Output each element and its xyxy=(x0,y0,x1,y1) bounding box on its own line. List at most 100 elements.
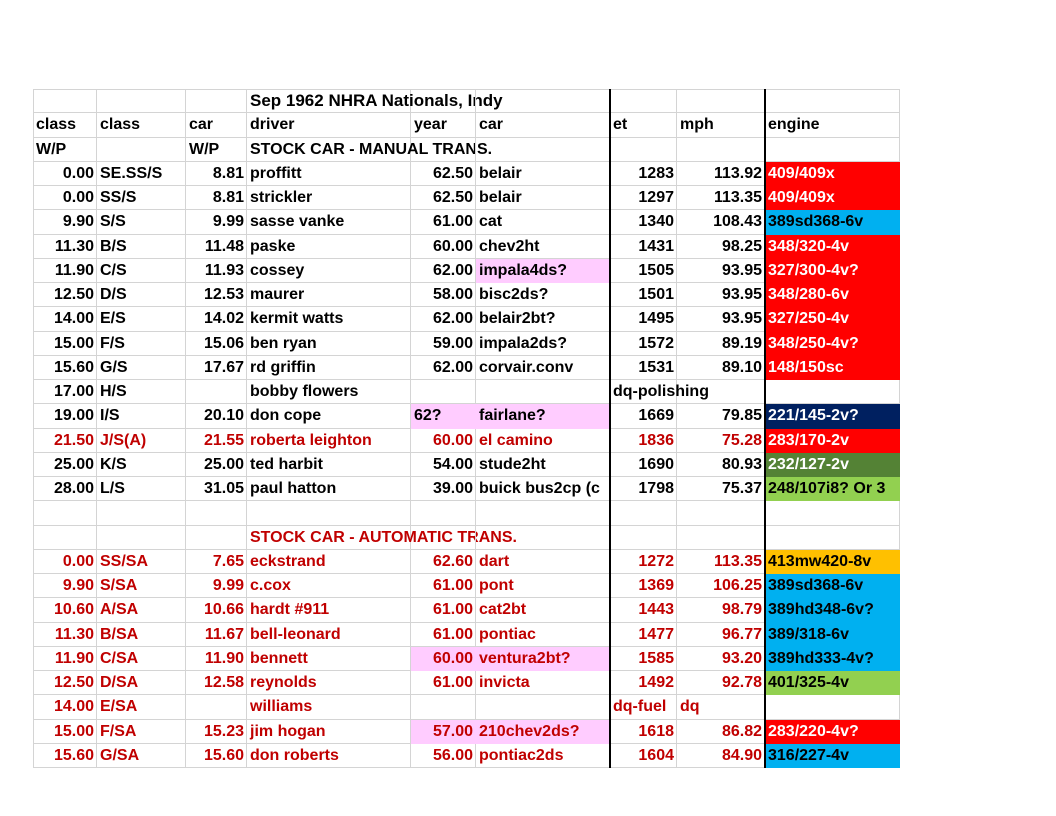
cell-text: 389hd333-4v? xyxy=(765,646,900,671)
grid-cell xyxy=(33,355,97,380)
grid-cell xyxy=(411,743,476,768)
cell-text: H/S xyxy=(100,383,127,400)
cell-text: 1501 xyxy=(638,286,674,303)
grid-cell xyxy=(186,137,247,162)
cell-text: 11.90 xyxy=(54,261,94,279)
cell-text: 12.50 xyxy=(53,286,94,303)
grid-cell xyxy=(33,428,97,453)
grid-cell xyxy=(247,428,411,453)
cell-text: 20.10 xyxy=(203,407,244,425)
cell-text: 62.00 xyxy=(432,261,473,279)
grid-cell xyxy=(476,89,610,114)
grid-cell xyxy=(33,719,97,744)
cell-text: proffitt xyxy=(250,164,302,182)
grid-cell xyxy=(476,380,610,405)
grid-cell xyxy=(247,671,411,696)
grid-cell xyxy=(677,501,765,526)
grid-cell xyxy=(186,380,247,405)
cell-text: 1477 xyxy=(638,625,674,643)
cell-text: 1443 xyxy=(638,601,674,619)
cell-text: 113.35 xyxy=(713,552,762,570)
cell-text: 21.55 xyxy=(203,431,244,449)
cell-text: bell-leonard xyxy=(250,625,341,643)
grid-cell xyxy=(97,161,186,186)
grid-cell xyxy=(97,234,186,259)
grid-cell xyxy=(97,598,186,623)
cell-text: 1297 xyxy=(638,189,674,206)
cell-text: 80.93 xyxy=(721,455,762,473)
cell-text: STOCK CAR - MANUAL TRANS. xyxy=(250,140,493,158)
cell-text: year xyxy=(414,116,447,134)
grid-cell xyxy=(97,137,186,162)
grid-cell xyxy=(610,549,677,574)
grid-cell xyxy=(610,89,677,114)
cell-text: 17.67 xyxy=(203,358,244,376)
grid-cell xyxy=(610,501,677,526)
cell-text: 1531 xyxy=(638,358,674,376)
grid-cell xyxy=(610,598,677,623)
grid-cell xyxy=(411,161,476,186)
cell-text: rd griffin xyxy=(250,358,316,376)
grid-cell xyxy=(186,283,247,308)
cell-text: 15.00 xyxy=(53,334,94,352)
cell-text: 106.25 xyxy=(713,577,762,594)
grid-cell xyxy=(247,186,411,211)
cell-text: 15.60 xyxy=(53,746,94,764)
cell-text: G/S xyxy=(100,358,128,376)
cell-text: 327/300-4v? xyxy=(765,258,900,283)
cell-text: bobby flowers xyxy=(250,383,359,400)
grid-cell xyxy=(677,89,765,114)
cell-text: corvair.conv xyxy=(479,358,574,376)
grid-cell xyxy=(33,477,97,502)
cell-text: 98.25 xyxy=(721,237,762,255)
cell-text: belair xyxy=(479,164,522,182)
cell-text: 389/318-6v xyxy=(765,622,900,647)
grid-cell xyxy=(247,137,411,162)
cell-text: 9.90 xyxy=(62,577,94,594)
cell-text: 21.50 xyxy=(53,431,94,449)
cell-text: L/S xyxy=(100,480,125,497)
grid-cell xyxy=(186,598,247,623)
cell-text: driver xyxy=(250,116,295,134)
grid-cell xyxy=(411,501,476,526)
cell-text: 84.90 xyxy=(721,746,762,764)
grid-cell xyxy=(765,89,900,114)
grid-cell xyxy=(97,719,186,744)
grid-cell xyxy=(765,525,900,550)
grid-cell xyxy=(610,258,677,283)
grid-cell xyxy=(610,161,677,186)
cell-text: paske xyxy=(250,237,296,255)
grid-cell xyxy=(247,574,411,599)
grid-cell xyxy=(677,380,765,405)
grid-cell xyxy=(247,283,411,308)
cell-text: 389hd348-6v? xyxy=(765,598,900,623)
cell-text: 348/250-4v? xyxy=(765,331,900,356)
cell-text: pont xyxy=(479,577,514,594)
cell-text: S/S xyxy=(100,213,126,231)
grid-cell xyxy=(411,525,476,550)
cell-text: belair xyxy=(479,189,522,206)
grid-cell xyxy=(33,525,97,550)
cell-text: G/SA xyxy=(100,746,140,764)
cell-text: pontiac xyxy=(479,625,536,643)
cell-text: 1369 xyxy=(638,577,674,594)
cell-text: 1283 xyxy=(638,164,674,182)
grid-cell xyxy=(186,646,247,671)
cell-text: stude2ht xyxy=(479,455,546,473)
grid-cell xyxy=(610,355,677,380)
cell-text: 1604 xyxy=(638,746,674,764)
grid-cell xyxy=(97,695,186,720)
grid-cell xyxy=(247,501,411,526)
grid-cell xyxy=(411,186,476,211)
grid-cell xyxy=(33,646,97,671)
grid-cell xyxy=(186,622,247,647)
grid-cell xyxy=(411,307,476,332)
cell-text: 89.19 xyxy=(721,334,762,352)
cell-text: fairlane? xyxy=(476,404,610,429)
cell-text: 93.95 xyxy=(721,261,762,279)
cell-text: sasse vanke xyxy=(250,213,345,231)
cell-text: hardt #911 xyxy=(250,601,330,619)
grid-cell xyxy=(411,380,476,405)
cell-text: 60.00 xyxy=(432,237,473,255)
